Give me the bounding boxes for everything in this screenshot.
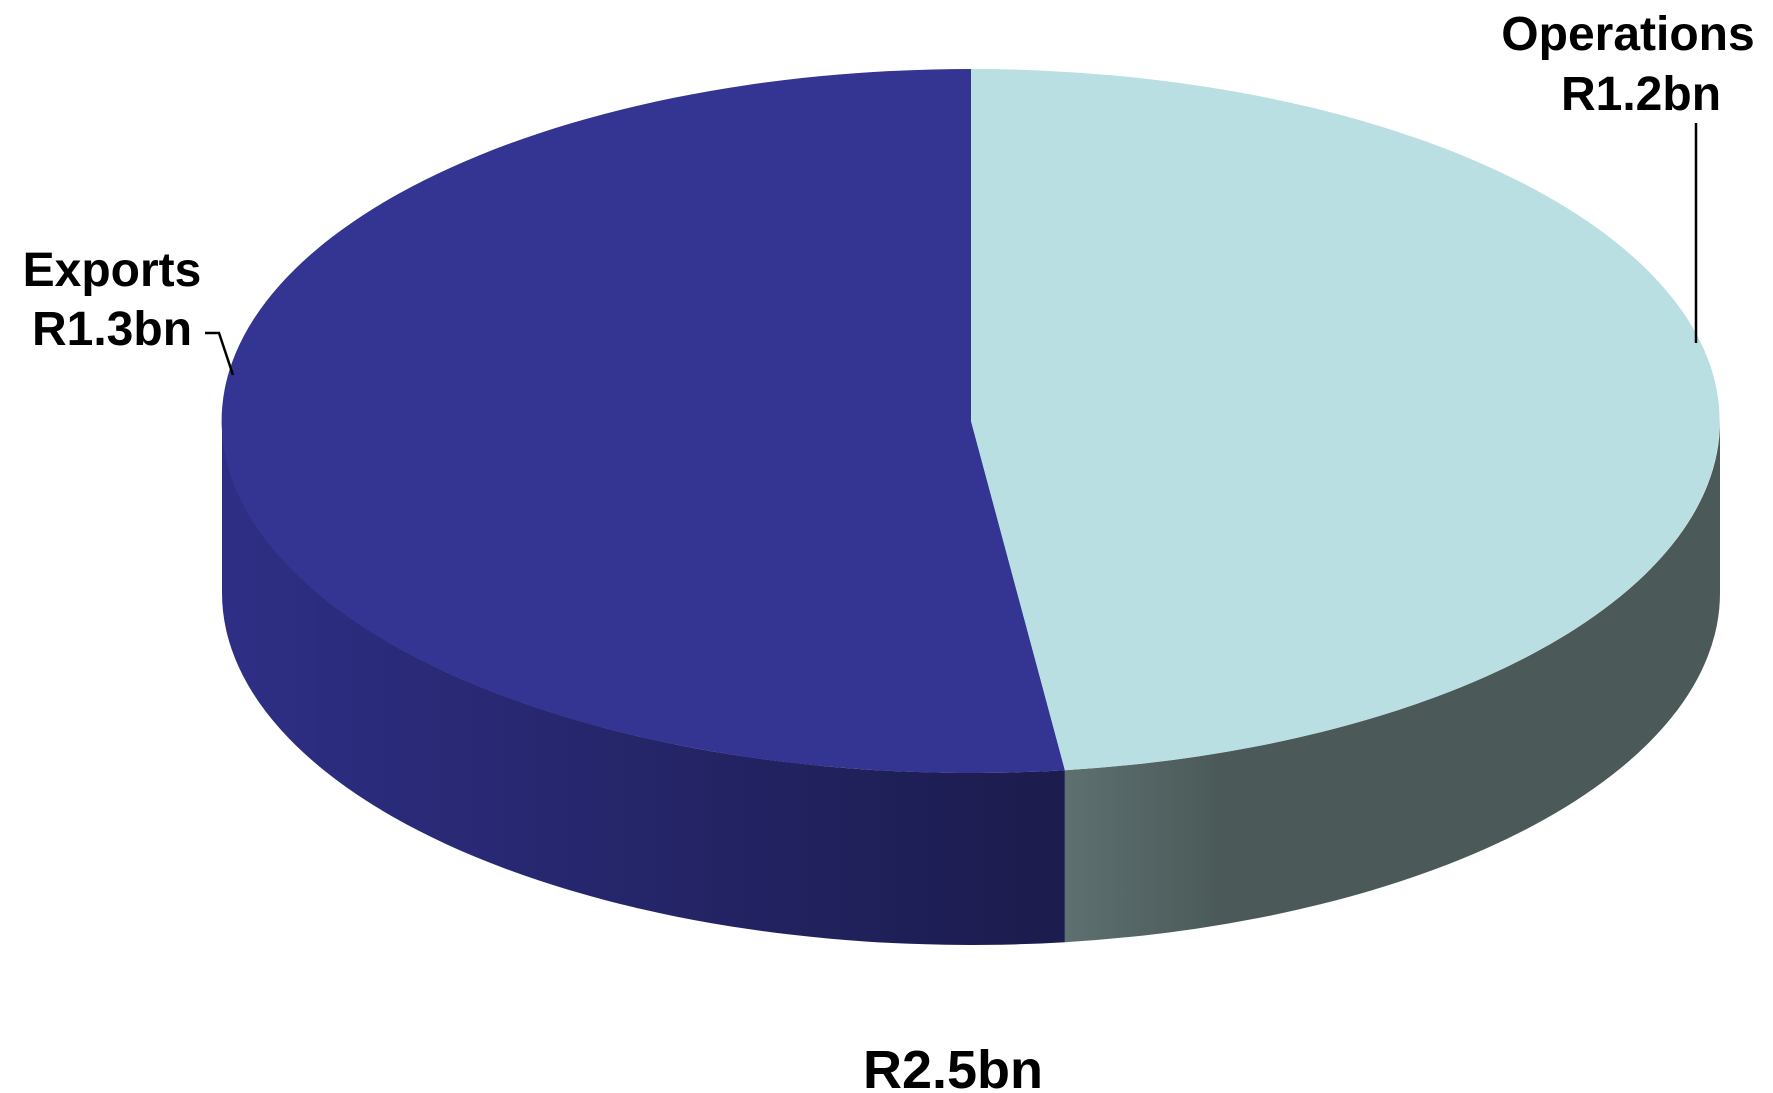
total-value-label: R2.5bn — [863, 1040, 1043, 1093]
exports-slice-side — [222, 421, 1065, 945]
exports-leader-line — [205, 331, 235, 376]
operations-slice-top — [971, 69, 1720, 771]
operations-value-label: R1.2bn — [1561, 68, 1721, 121]
operations-label: Operations — [1501, 8, 1754, 61]
exports-label: Exports — [23, 244, 202, 297]
exports-value-label: R1.3bn — [32, 303, 192, 356]
exports-slice-top — [221, 68, 1065, 773]
operations-slice-side — [1064, 421, 1720, 943]
